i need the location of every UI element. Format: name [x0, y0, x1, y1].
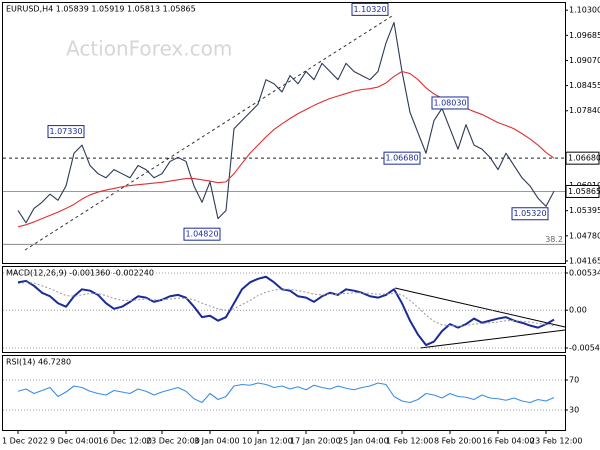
y-tick-label: 0.00534: [569, 268, 600, 277]
annotation-label: 1.07330: [49, 127, 82, 136]
annotation-box: [383, 151, 421, 165]
macd-trend-line: [419, 329, 566, 349]
y-tick-label: 70: [569, 376, 579, 385]
x-tick-label: 10 Jan 12:00: [242, 437, 293, 446]
annotation-box: [351, 2, 389, 16]
x-tick-label: 16 Feb 04:00: [482, 437, 534, 446]
x-tick-label: 8 Feb 20:00: [434, 437, 481, 446]
x-tick-label: 25 Jan 04:00: [338, 437, 389, 446]
rsi-panel: [2, 355, 566, 431]
rsi-title: RSI(14) 46.7280: [6, 358, 71, 367]
macd-title: MACD(12,26,9) -0.001360 -0.002240: [6, 269, 154, 278]
trend-line: [24, 15, 393, 251]
x-tick-label: 3 Jan 04:00: [194, 437, 240, 446]
macd-trend-line: [394, 287, 566, 328]
annotation-box: [47, 125, 85, 139]
x-tick-label: 1 Dec 2022: [2, 437, 48, 446]
annotation-box: [511, 207, 549, 221]
x-tick-label: 1 Feb 12:00: [386, 437, 433, 446]
series-line: [17, 281, 555, 327]
x-tick-label: 9 Dec 04:00: [50, 437, 99, 446]
y-tick-label: 1.04165: [569, 256, 600, 265]
watermark: ActionForex.com: [66, 37, 232, 61]
annotation-label: 1.08030: [433, 98, 466, 107]
y-tick-label: 1.10300: [569, 6, 600, 15]
annotation-label: 1.04820: [185, 230, 218, 239]
price-title: EURUSD,H4 1.05839 1.05919 1.05813 1.0586…: [6, 5, 196, 14]
level-label-box: [565, 151, 600, 165]
annotation-box: [183, 227, 221, 241]
series-line: [17, 275, 555, 347]
fib-label: 38.2: [545, 235, 563, 244]
annotation-label: 1.10320: [353, 5, 386, 14]
x-tick-label: 23 Feb 12:00: [530, 437, 582, 446]
y-tick-label: -0.005421: [569, 343, 600, 352]
series-line: [17, 382, 555, 404]
level-label-box: [565, 184, 600, 198]
price-panel: [2, 2, 566, 264]
series-line: [17, 21, 555, 224]
annotation-label: 1.05320: [513, 209, 546, 218]
x-tick-label: 23 Dec 20:00: [146, 437, 200, 446]
annotation-box: [431, 96, 469, 110]
y-tick-label: 1.09070: [569, 56, 600, 65]
annotation-label: 1.06680: [385, 154, 418, 163]
macd-panel: [2, 266, 566, 353]
y-tick-label: 1.05395: [569, 206, 600, 215]
level-label: 1.06680: [568, 154, 600, 163]
y-tick-label: 1.04780: [569, 231, 600, 240]
y-tick-label: 1.07840: [569, 106, 600, 115]
y-tick-label: 30: [569, 406, 579, 415]
y-tick-label: 0.00: [569, 306, 587, 315]
y-tick-label: 1.09685: [569, 31, 600, 40]
level-label: 1.05865: [568, 187, 600, 196]
y-tick-label: 1.08455: [569, 81, 600, 90]
x-tick-label: 17 Jan 20:00: [290, 437, 341, 446]
x-tick-label: 16 Dec 12:00: [98, 437, 152, 446]
